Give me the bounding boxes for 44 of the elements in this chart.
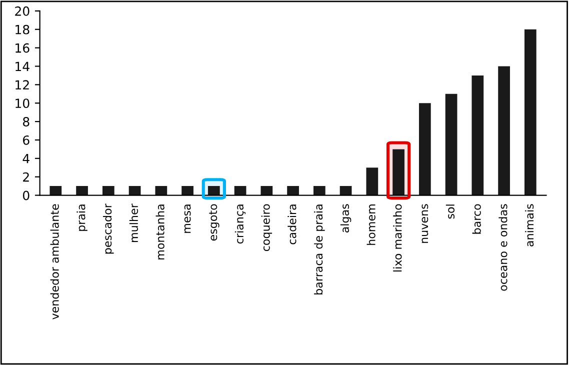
x-tick-label: oceano e ondas [498,204,508,291]
x-tick-label: praia [76,204,88,231]
x-tick-label: montanha [156,204,164,260]
x-tick-label: animais [525,204,534,246]
y-tick-label: 10 [16,98,30,108]
bar [287,186,299,196]
y-tick-label: 4 [22,154,30,164]
y-tick-label: 12 [16,80,29,90]
y-tick-label: 6 [23,135,30,145]
x-tick-label: mesa [184,204,191,233]
y-tick-label: 20 [15,6,30,16]
bar [524,29,536,196]
bar [260,186,273,196]
y-tick-label: 18 [16,24,30,34]
x-tick-label: pescador [103,204,114,254]
bar [102,186,114,196]
x-tick-label: nuvens [422,204,428,243]
x-tick-label: cadeira [288,204,296,244]
x-tick-label: criança [234,204,246,244]
bar [366,168,378,196]
x-tick-label: esgoto [209,204,220,241]
bar [313,186,326,196]
y-tick-label: 0 [22,190,30,200]
x-tick-label: algas [340,204,352,232]
x-tick-label: sol [446,204,455,219]
x-tick-label: coqueiro [261,204,272,252]
bar [50,186,62,196]
bar [472,75,484,196]
y-tick-label: 16 [16,43,30,53]
x-tick-label: homem [366,204,376,245]
bar [498,66,510,196]
y-tick-label: 2 [23,172,29,182]
y-tick-label: 8 [23,117,30,126]
bar [155,186,168,196]
bar [182,186,194,196]
x-tick-label: lixo marinho [393,204,402,272]
y-tick-label: 14 [16,62,30,71]
bar [418,103,431,196]
bar [445,94,458,196]
bar [76,186,88,196]
x-tick-label: barraca de praia [314,204,325,294]
x-tick-label: barco [472,204,481,234]
x-tick-label: vendedor ambulante [50,204,59,320]
x-tick-label: mulher [129,204,138,242]
